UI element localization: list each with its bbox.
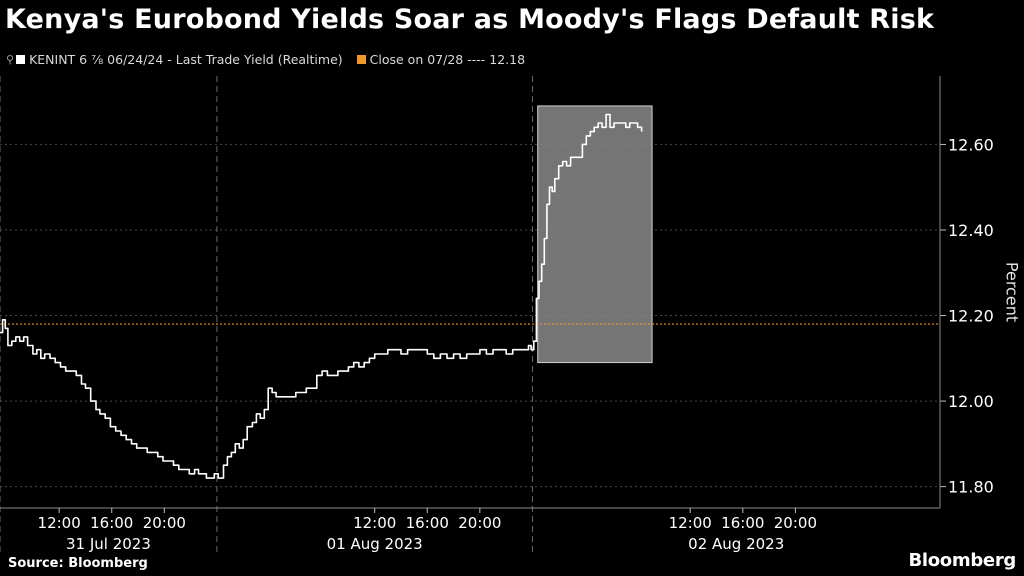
y-tick-label: 12.00 bbox=[948, 392, 994, 411]
pin-icon[interactable]: ⚲ bbox=[6, 53, 15, 66]
x-tick-label: 12:00 bbox=[38, 514, 81, 532]
y-tick-label: 11.80 bbox=[948, 478, 994, 497]
series-swatch bbox=[16, 55, 26, 64]
series-line bbox=[0, 113, 643, 479]
x-tick-label: 16:00 bbox=[90, 514, 133, 532]
x-tick-label: 12:00 bbox=[353, 514, 396, 532]
x-tick-label: 20:00 bbox=[143, 514, 186, 532]
day-label: 31 Jul 2023 bbox=[66, 535, 151, 553]
legend-series-label: KENINT 6 ⅞ 06/24/24 - Last Trade Yield (… bbox=[29, 52, 343, 67]
day-label: 01 Aug 2023 bbox=[327, 535, 423, 553]
chart-title: Kenya's Eurobond Yields Soar as Moody's … bbox=[5, 4, 935, 35]
highlight-box bbox=[537, 105, 653, 364]
y-tick-label: 12.40 bbox=[948, 221, 994, 240]
y-tick-label: 12.60 bbox=[948, 135, 994, 154]
bloomberg-logo: Bloomberg bbox=[908, 550, 1016, 571]
source-note: Source: Bloomberg bbox=[8, 556, 148, 571]
y-tick-label: 12.20 bbox=[948, 307, 994, 326]
x-tick-label: 12:00 bbox=[669, 514, 712, 532]
y-axis-label: Percent bbox=[1002, 261, 1022, 323]
x-tick-label: 16:00 bbox=[721, 514, 764, 532]
x-tick-label: 16:00 bbox=[406, 514, 449, 532]
close-swatch bbox=[356, 55, 366, 64]
legend: ⚲ KENINT 6 ⅞ 06/24/24 - Last Trade Yield… bbox=[6, 52, 525, 67]
day-label: 02 Aug 2023 bbox=[688, 535, 784, 553]
x-tick-label: 20:00 bbox=[458, 514, 501, 532]
legend-close-label: Close on 07/28 ---- 12.18 bbox=[369, 52, 526, 67]
x-tick-label: 20:00 bbox=[774, 514, 817, 532]
